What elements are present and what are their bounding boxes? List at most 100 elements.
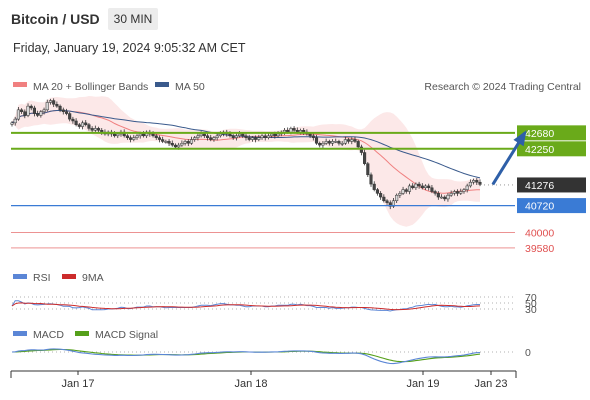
candle-body (375, 189, 379, 194)
candle-body (209, 137, 213, 140)
candle-body (193, 137, 197, 140)
candle-body (462, 189, 466, 192)
rsi-legend-label: RSI (33, 272, 51, 284)
candle-body (452, 191, 456, 194)
candle-body (366, 163, 370, 176)
level-label-39580: 39580 (525, 243, 554, 255)
candle-body (231, 135, 235, 138)
candle-body (398, 193, 402, 196)
x-tick-label: Jan 18 (234, 378, 267, 390)
candle-body (96, 128, 101, 131)
candle-body (132, 137, 136, 140)
candle-body (84, 122, 88, 125)
candle-body (138, 133, 142, 137)
candle-body (87, 124, 91, 129)
macd-legend-swatch (13, 331, 27, 336)
candle-body (324, 141, 328, 144)
symbol-title: Bitcoin / USD (11, 11, 100, 27)
x-axis: Jan 17 Jan 18 Jan 19 Jan 23 (10, 370, 517, 390)
timeframe-button[interactable]: 30 MIN (108, 8, 158, 30)
candle-body (404, 189, 408, 192)
level-label-40000: 40000 (525, 227, 554, 239)
candle-body (164, 141, 168, 143)
candle-body (247, 137, 251, 140)
candle-body (170, 142, 174, 146)
candle-body (161, 139, 165, 142)
candle-body (93, 128, 97, 131)
candle-body (183, 141, 187, 144)
candle-body (238, 133, 242, 137)
candle-body (295, 130, 299, 133)
candle-body (74, 120, 78, 125)
candle-body (423, 185, 428, 189)
candle-body (311, 135, 315, 138)
candle-body (411, 185, 415, 189)
ma50-legend-label: MA 50 (175, 81, 205, 93)
candle-body (270, 133, 274, 137)
rsi-level-label: 50 (525, 298, 537, 310)
candle-body (215, 135, 219, 138)
candle-body (68, 113, 72, 120)
rsi-legend-swatch (13, 274, 27, 279)
level-label-42680: 42680 (525, 128, 554, 140)
candle-body (289, 128, 293, 133)
candle-body (372, 183, 376, 190)
top-bar: Bitcoin / USD 30 MIN (0, 0, 590, 36)
candle-body (308, 133, 312, 137)
candle-body (273, 133, 277, 137)
candle-body (180, 142, 184, 146)
candle-body (263, 135, 267, 138)
candle-body (241, 133, 245, 137)
level-label-41276: 41276 (525, 180, 554, 192)
candle-body (151, 133, 155, 137)
candle-body (266, 135, 270, 138)
candle-body (218, 133, 222, 137)
candle-body (379, 193, 383, 198)
candle-body (391, 200, 396, 207)
macd-zero-label: 0 (525, 347, 531, 359)
candle-body (427, 185, 431, 189)
bollinger-legend-swatch (13, 82, 27, 87)
candle-body (343, 139, 347, 144)
candle-body (446, 194, 450, 200)
candle-body (55, 104, 59, 107)
candle-body (167, 141, 171, 144)
candle-body (327, 141, 331, 144)
candle-body (20, 109, 24, 112)
level-label-42250: 42250 (525, 144, 554, 156)
x-tick-label: Jan 23 (474, 378, 507, 390)
candle-body (29, 105, 33, 109)
candle-body (420, 185, 424, 189)
candle-body (228, 133, 232, 137)
macd-panel: 0 (11, 347, 531, 365)
candle-body (42, 109, 46, 112)
candle-body (337, 141, 341, 144)
macd-signal-legend-swatch (75, 331, 89, 336)
candle-body (433, 191, 437, 194)
candle-body (350, 139, 354, 142)
candle-body (48, 100, 53, 103)
bollinger-legend-label: MA 20 + Bollinger Bands (33, 81, 148, 93)
candle-body (414, 183, 418, 189)
candle-body (129, 137, 133, 140)
candle-body (407, 185, 412, 192)
candle-body (61, 109, 65, 112)
level-tag-40720 (517, 198, 586, 214)
candle-body (23, 111, 27, 116)
candle-body (173, 144, 178, 148)
candle-body (186, 141, 190, 144)
candle-body (286, 130, 290, 133)
candle-body (10, 122, 14, 125)
candle-body (318, 142, 322, 146)
candle-body (100, 130, 104, 133)
candle-body (32, 107, 36, 114)
candle-body (369, 174, 373, 185)
candle-body (257, 137, 261, 140)
candle-body (449, 193, 453, 196)
candle-body (356, 141, 360, 148)
candle-body (417, 183, 421, 187)
candle-body (334, 141, 338, 143)
candle-body (436, 193, 440, 198)
candle-body (13, 118, 17, 124)
candle-body (52, 100, 56, 105)
